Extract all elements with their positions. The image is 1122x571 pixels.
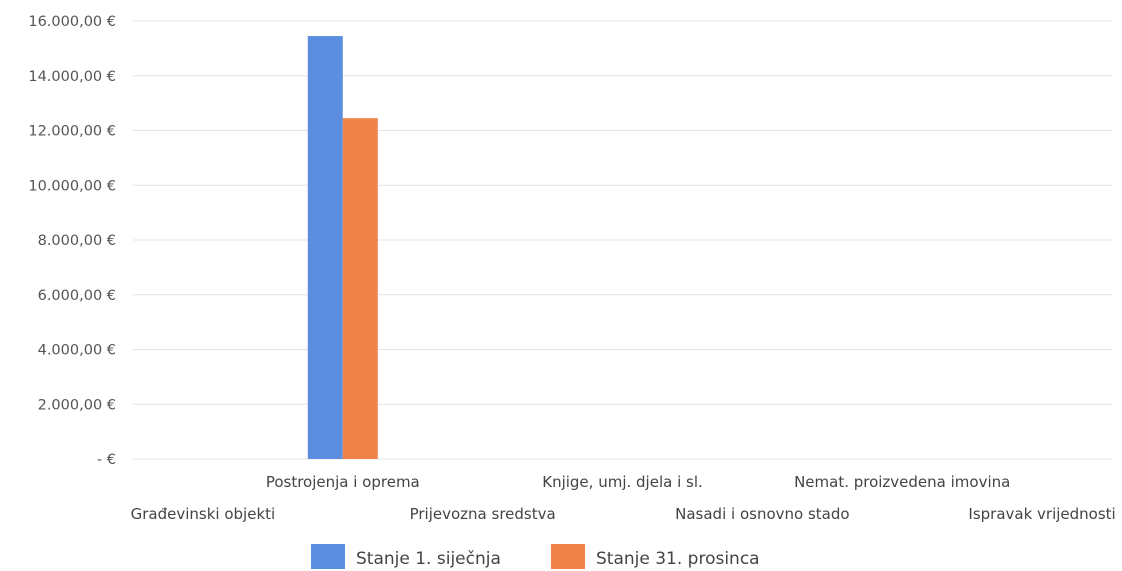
y-tick-label: 4.000,00 € bbox=[38, 343, 116, 359]
x-category-label: Nasadi i osnovno stado bbox=[675, 505, 849, 523]
x-category-label: Prijevozna sredstva bbox=[410, 505, 556, 523]
y-tick-label: 16.000,00 € bbox=[28, 14, 116, 30]
bar bbox=[342, 118, 378, 460]
x-category-label: Građevinski objekti bbox=[131, 505, 276, 523]
bars bbox=[307, 36, 378, 460]
y-tick-label: 8.000,00 € bbox=[38, 233, 116, 249]
x-category-label: Nemat. proizvedena imovina bbox=[794, 473, 1010, 491]
y-tick-label: 14.000,00 € bbox=[28, 69, 116, 85]
y-tick-label: - € bbox=[97, 452, 116, 468]
y-tick-label: 6.000,00 € bbox=[38, 288, 116, 304]
bar bbox=[307, 36, 343, 460]
legend-label: Stanje 1. siječnja bbox=[356, 549, 501, 569]
x-category-label: Postrojenja i oprema bbox=[266, 473, 420, 491]
y-tick-label: 12.000,00 € bbox=[28, 124, 116, 140]
x-axis-category-labels: Građevinski objekti Postrojenja i oprema P… bbox=[131, 473, 1116, 523]
y-tick-label: 10.000,00 € bbox=[28, 178, 116, 194]
legend-swatch bbox=[311, 544, 345, 569]
y-tick-label: 2.000,00 € bbox=[38, 397, 116, 413]
x-category-label: Knjige, umj. djela i sl. bbox=[542, 473, 703, 491]
y-axis-tick-labels: - € 2.000,00 € 4.000,00 € 6.000,00 € 8.000,0… bbox=[28, 14, 116, 468]
gridlines bbox=[133, 20, 1112, 460]
x-category-label: Ispravak vrijednosti bbox=[968, 505, 1115, 523]
legend-label: Stanje 31. prosinca bbox=[596, 549, 760, 569]
legend-swatch bbox=[551, 544, 585, 569]
legend: Stanje 1. siječnja Stanje 31. prosinca bbox=[311, 544, 760, 569]
